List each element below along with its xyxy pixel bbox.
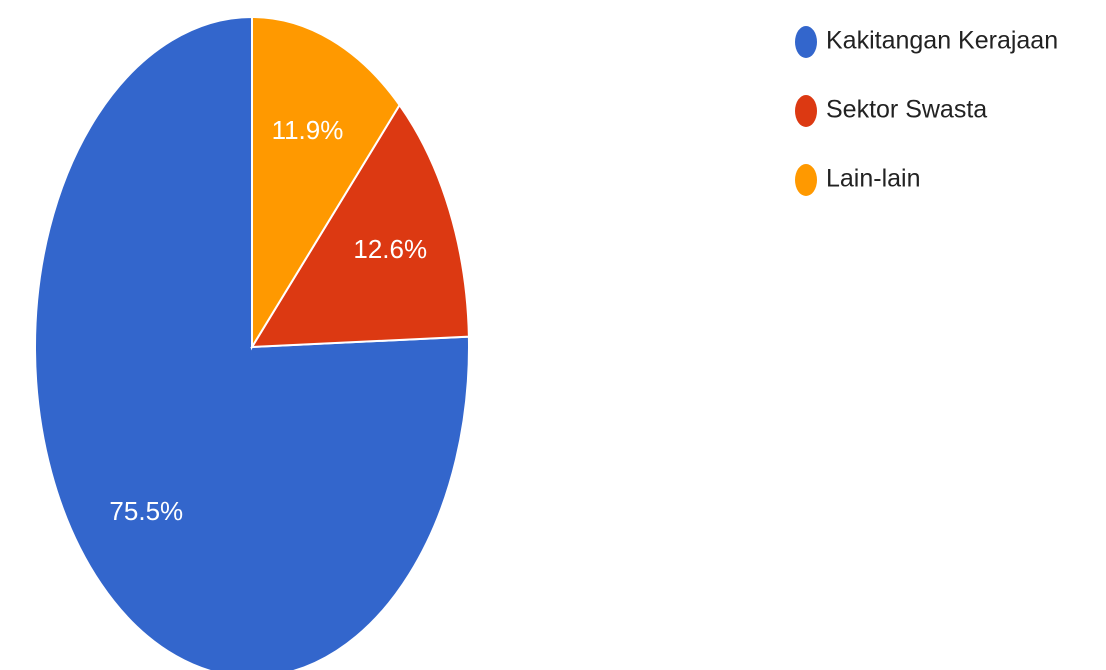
legend-label: Kakitangan Kerajaan bbox=[826, 27, 1058, 55]
pie-slice bbox=[251, 15, 401, 351]
slice-label: 12.6% bbox=[353, 234, 427, 264]
legend-swatch bbox=[795, 164, 817, 196]
legend-label: Lain-lain bbox=[826, 165, 921, 193]
slice-label: 75.5% bbox=[109, 496, 183, 526]
legend-swatch bbox=[795, 26, 817, 58]
slice-label: 11.9% bbox=[272, 115, 344, 145]
legend-swatch bbox=[795, 95, 817, 127]
pie-slice bbox=[34, 15, 470, 670]
legend-label: Sektor Swasta bbox=[826, 96, 987, 124]
pie-slice bbox=[250, 103, 470, 349]
